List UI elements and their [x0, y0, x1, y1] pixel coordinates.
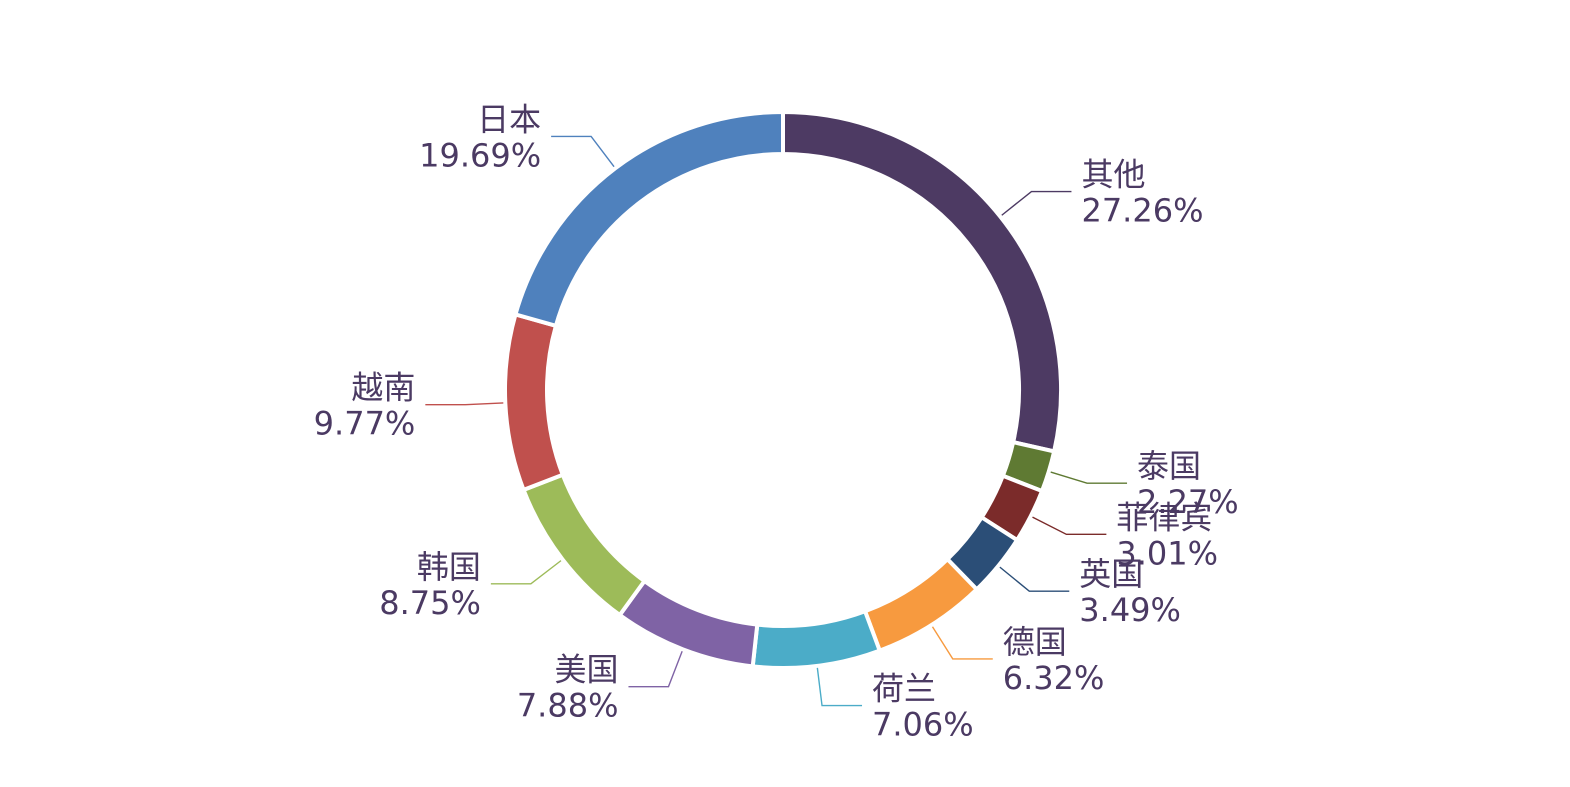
slice-label-name-8: 越南	[351, 369, 415, 407]
leader-line-3	[999, 566, 1070, 592]
slice-label-name-0: 其他	[1081, 156, 1145, 194]
leader-line-8	[425, 402, 504, 406]
slice-label-name-6: 美国	[554, 651, 618, 689]
slice-label-name-4: 德国	[1003, 623, 1067, 661]
donut-slice-6	[616, 578, 760, 669]
donut-slice-4	[862, 556, 980, 654]
slice-label-value-8: 9.77%	[314, 405, 416, 443]
slice-label-value-6: 7.88%	[517, 687, 619, 725]
slice-label-name-2: 菲律宾	[1116, 498, 1212, 536]
slice-label-value-9: 19.69%	[419, 136, 541, 174]
slice-label-value-2: 3.01%	[1116, 534, 1218, 572]
donut-slice-7	[520, 472, 648, 618]
slice-label-name-1: 泰国	[1137, 447, 1201, 485]
leader-line-5	[816, 667, 863, 707]
slice-label-value-3: 3.49%	[1079, 591, 1181, 629]
slice-label-name-5: 荷兰	[872, 670, 936, 708]
slice-label-value-7: 8.75%	[379, 584, 481, 622]
slice-label-name-9: 日本	[477, 100, 541, 138]
donut-slice-0	[781, 109, 1063, 454]
donut-slice-8	[503, 311, 566, 493]
donut-slice-5	[750, 608, 883, 670]
leader-line-0	[1001, 190, 1072, 216]
slice-label-name-7: 韩国	[417, 548, 481, 586]
slice-label-name-3: 英国	[1079, 555, 1143, 593]
leader-line-4	[931, 626, 993, 660]
slice-label-value-5: 7.06%	[872, 706, 974, 744]
leader-line-2	[1032, 516, 1107, 536]
slice-label-value-4: 6.32%	[1003, 659, 1105, 697]
slice-label-value-1: 2.27%	[1137, 483, 1239, 521]
donut-slice-9	[513, 109, 785, 329]
leader-line-9	[551, 135, 615, 168]
leader-line-7	[490, 560, 562, 585]
slice-label-value-0: 27.26%	[1081, 192, 1203, 230]
leader-line-1	[1050, 471, 1128, 484]
leader-line-6	[628, 650, 683, 688]
